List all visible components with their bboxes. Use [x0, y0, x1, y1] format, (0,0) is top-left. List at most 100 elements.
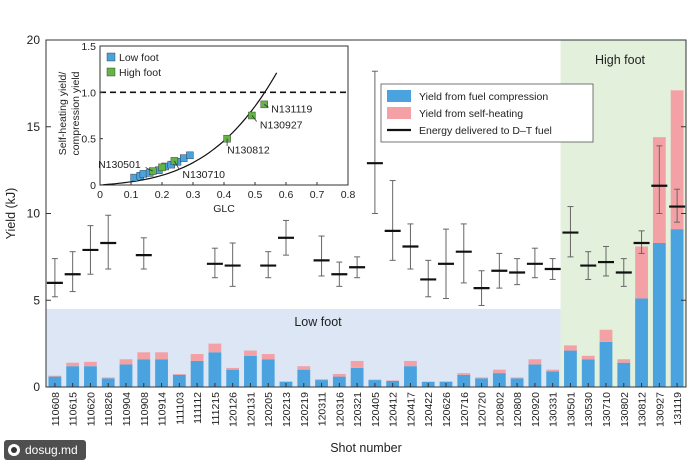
xtick-label-130710: 130710	[601, 392, 613, 427]
bar-compression-110608	[48, 376, 62, 387]
legend-box	[380, 83, 594, 143]
bar-self-heating-120321	[350, 360, 364, 368]
xtick-label-120126: 120126	[228, 392, 240, 427]
xtick-label-111215: 111215	[210, 392, 222, 426]
inset-legend-swatch-0	[106, 52, 116, 62]
bar-compression-120316	[332, 376, 346, 387]
xtick-label-120417: 120417	[405, 392, 417, 427]
bar-compression-130802	[617, 362, 631, 387]
bar-compression-130927	[652, 242, 666, 387]
watermark: dosug.md	[4, 440, 86, 460]
inset-annotation-leader-N130927	[251, 115, 258, 122]
bar-compression-120205	[261, 359, 275, 387]
xtick-label-110620: 110620	[85, 392, 97, 426]
bar-self-heating-120219	[297, 366, 311, 370]
inset-legend-label-1: High foot	[119, 67, 161, 79]
bar-self-heating-120802	[492, 369, 506, 374]
xtick-label-130331: 130331	[548, 392, 560, 427]
bar-compression-110908	[137, 359, 151, 387]
inset-annotation-N130501: N130501	[98, 159, 141, 171]
xtick-label-131119: 131119	[672, 392, 684, 426]
xtick-label-120920: 120920	[530, 392, 542, 427]
bar-self-heating-111215	[208, 343, 222, 353]
xtick-label-110904: 110904	[121, 392, 133, 426]
bar-compression-120808	[510, 378, 524, 387]
xtick-label-110908: 110908	[139, 392, 151, 426]
bar-self-heating-120311	[315, 379, 328, 381]
ytick-label-20: 20	[27, 33, 41, 47]
inset-point-high-foot-1	[158, 163, 166, 172]
xtick-label-120802: 120802	[494, 392, 506, 427]
inset-annotation-N130927: N130927	[260, 120, 303, 132]
bar-compression-120321	[350, 367, 364, 387]
bar-self-heating-120316	[332, 373, 346, 377]
xtick-label-111103: 111103	[174, 392, 186, 425]
xtick-label-130501: 130501	[565, 392, 577, 427]
bar-self-heating-111103	[172, 373, 186, 375]
bar-self-heating-120716	[457, 373, 471, 375]
xtick-label-120219: 120219	[299, 392, 311, 427]
bar-self-heating-131119	[670, 90, 684, 230]
inset-xtick-label-0.2: 0.2	[155, 189, 170, 201]
xtick-label-120205: 120205	[263, 392, 275, 427]
bar-compression-110914	[155, 359, 168, 387]
xtick-label-120321: 120321	[352, 392, 364, 427]
xtick-label-120131: 120131	[245, 392, 257, 427]
bar-self-heating-120205	[261, 354, 275, 360]
legend-label-1: Yield from self-heating	[419, 108, 523, 120]
inset-xtick-label-0.6: 0.6	[279, 189, 294, 201]
inset-annotation-N130812: N130812	[227, 145, 270, 157]
legend-swatch-1	[387, 107, 411, 119]
bar-self-heating-110826	[101, 377, 115, 379]
watermark-logo-icon	[8, 444, 20, 456]
xtick-label-110615: 110615	[68, 392, 80, 426]
inset-annotation-N130710: N130710	[182, 169, 225, 181]
bar-compression-110826	[101, 378, 115, 387]
bar-self-heating-130530	[581, 355, 595, 360]
bar-compression-120720	[475, 378, 488, 387]
inset-point-low-foot-0	[130, 173, 138, 182]
inset-xtick-label-0.3: 0.3	[186, 189, 201, 201]
bar-self-heating-120405	[368, 379, 382, 381]
bar-compression-130812	[635, 298, 648, 387]
ytick-label-15: 15	[27, 120, 41, 134]
bar-compression-130530	[581, 359, 595, 387]
y-axis-label: Yield (kJ)	[4, 188, 18, 240]
bar-compression-120131	[244, 355, 257, 387]
bar-compression-111215	[208, 352, 222, 387]
xtick-label-130802: 130802	[619, 392, 631, 427]
bar-compression-120802	[492, 373, 506, 387]
bar-self-heating-110908	[137, 352, 151, 360]
xtick-label-110826: 110826	[103, 392, 115, 426]
xtick-label-130812: 130812	[637, 392, 649, 427]
high-foot-label: High foot	[595, 53, 646, 67]
bar-compression-130710	[599, 341, 613, 387]
bar-compression-131119	[670, 229, 684, 387]
inset-trend-curve	[99, 72, 278, 186]
xtick-label-130530: 130530	[583, 392, 595, 427]
xtick-label-120422: 120422	[423, 392, 435, 427]
inset-x-axis-label: GLC	[213, 203, 235, 215]
inset-xtick-label-0.7: 0.7	[310, 189, 325, 201]
bar-self-heating-110615	[66, 362, 80, 367]
legend-swatch-0	[387, 90, 411, 102]
xtick-label-110914: 110914	[157, 392, 169, 426]
bar-compression-111112	[190, 360, 204, 387]
watermark-text: dosug.md	[25, 443, 78, 457]
bar-compression-120126	[226, 369, 240, 387]
xtick-label-120213: 120213	[281, 392, 293, 427]
inset-xtick-label-0.1: 0.1	[124, 189, 139, 201]
inset-ytick-label-1.0: 1.0	[81, 87, 96, 99]
xtick-label-130927: 130927	[654, 392, 666, 427]
low-foot-label: Low foot	[294, 315, 342, 329]
bar-self-heating-130802	[617, 359, 631, 363]
inset-point-low-foot-8	[179, 154, 188, 162]
inset-legend-swatch-1	[106, 67, 116, 77]
xtick-label-120808: 120808	[512, 392, 524, 427]
inset-xtick-label-0.8: 0.8	[341, 189, 356, 201]
inset-ytick-label-0.5: 0.5	[81, 134, 96, 146]
xtick-label-120311: 120311	[317, 392, 329, 426]
inset-ytick-label-0: 0	[90, 180, 96, 192]
bar-self-heating-130710	[599, 329, 613, 342]
